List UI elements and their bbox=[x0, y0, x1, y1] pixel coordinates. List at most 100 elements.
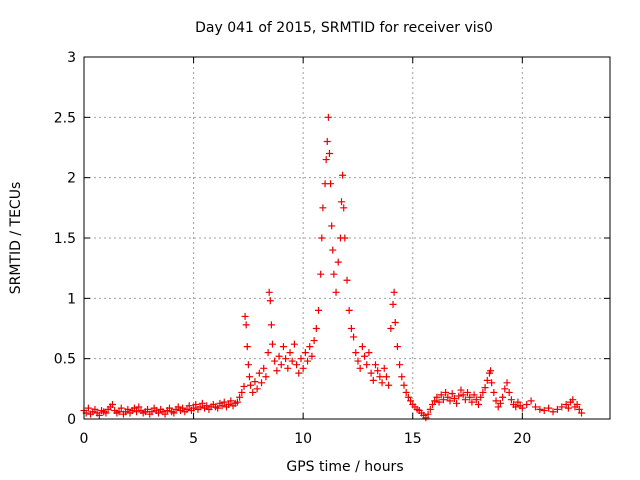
data-point bbox=[324, 113, 332, 121]
data-point bbox=[323, 137, 331, 145]
data-point bbox=[354, 357, 362, 365]
data-point bbox=[310, 337, 318, 345]
axes: 0 0.5 1 1.5 2 2.5 3 0 5 10 15 20 bbox=[54, 50, 610, 447]
data-point bbox=[540, 407, 548, 415]
data-point bbox=[251, 378, 259, 386]
data-point bbox=[396, 361, 404, 369]
y-tick-label: 1.5 bbox=[54, 231, 76, 247]
data-point bbox=[315, 306, 323, 314]
data-point bbox=[444, 393, 452, 401]
data-point bbox=[376, 373, 384, 381]
data-point bbox=[483, 376, 491, 384]
data-point bbox=[404, 393, 412, 401]
data-point bbox=[380, 364, 388, 372]
data-point bbox=[260, 364, 268, 372]
data-point bbox=[288, 357, 296, 365]
data-point bbox=[578, 409, 586, 417]
y-tick-label: 2.5 bbox=[54, 110, 76, 126]
data-point bbox=[91, 405, 99, 413]
x-tick-label: 0 bbox=[80, 431, 89, 447]
data-point bbox=[343, 276, 351, 284]
data-point bbox=[265, 288, 273, 296]
data-point bbox=[179, 404, 187, 412]
data-point bbox=[442, 388, 450, 396]
data-point bbox=[363, 361, 371, 369]
data-point bbox=[564, 404, 572, 412]
data-point bbox=[144, 405, 152, 413]
data-point bbox=[475, 401, 482, 409]
data-point bbox=[407, 397, 415, 405]
data-point bbox=[391, 318, 399, 326]
data-point bbox=[378, 379, 386, 387]
data-point bbox=[350, 333, 358, 341]
data-point bbox=[183, 405, 191, 413]
data-point bbox=[322, 156, 330, 164]
data-point bbox=[133, 408, 141, 416]
data-point bbox=[361, 352, 369, 360]
data-point bbox=[249, 388, 257, 396]
data-point bbox=[279, 343, 287, 351]
data-point bbox=[124, 405, 132, 413]
data-point bbox=[424, 410, 432, 418]
data-point bbox=[293, 361, 301, 369]
data-point bbox=[306, 343, 314, 351]
data-point bbox=[448, 390, 456, 398]
data-point bbox=[238, 388, 246, 396]
data-point bbox=[245, 373, 253, 381]
data-point bbox=[562, 401, 570, 409]
data-point bbox=[185, 402, 193, 410]
data-point bbox=[155, 409, 163, 417]
data-point bbox=[435, 398, 443, 406]
data-point bbox=[439, 396, 447, 404]
data-point bbox=[334, 258, 342, 266]
data-point bbox=[282, 355, 290, 363]
data-point bbox=[220, 398, 228, 406]
data-point bbox=[569, 396, 577, 404]
data-point bbox=[135, 403, 143, 411]
data-point bbox=[117, 404, 125, 412]
data-point bbox=[330, 270, 338, 278]
data-point bbox=[536, 405, 544, 413]
data-point bbox=[400, 381, 408, 389]
data-point bbox=[247, 381, 255, 389]
data-point bbox=[390, 288, 398, 296]
data-point bbox=[433, 393, 441, 401]
data-point bbox=[286, 349, 294, 357]
data-point bbox=[365, 349, 373, 357]
data-point bbox=[242, 321, 250, 329]
data-point bbox=[190, 404, 198, 412]
data-point bbox=[290, 340, 298, 348]
data-point bbox=[340, 204, 348, 212]
data-point bbox=[356, 364, 364, 372]
data-point bbox=[470, 391, 478, 399]
data-point bbox=[329, 246, 337, 254]
data-point bbox=[575, 405, 583, 413]
data-point bbox=[371, 361, 379, 369]
data-point bbox=[297, 355, 305, 363]
data-points bbox=[80, 113, 586, 422]
data-point bbox=[422, 414, 430, 422]
data-point bbox=[319, 204, 327, 212]
data-point bbox=[345, 306, 353, 314]
data-point bbox=[240, 382, 248, 390]
data-point bbox=[488, 379, 496, 387]
data-point bbox=[233, 398, 241, 406]
data-point bbox=[203, 402, 211, 410]
data-point bbox=[258, 379, 266, 387]
data-point bbox=[499, 393, 507, 401]
data-point bbox=[325, 150, 333, 158]
data-point bbox=[243, 343, 251, 351]
data-point bbox=[507, 396, 515, 404]
data-point bbox=[490, 388, 498, 396]
data-point bbox=[487, 367, 495, 375]
data-point bbox=[514, 398, 522, 406]
x-tick-label: 10 bbox=[294, 431, 312, 447]
data-point bbox=[402, 388, 410, 396]
data-point bbox=[196, 403, 204, 411]
data-point bbox=[461, 396, 469, 404]
data-point bbox=[312, 325, 320, 332]
x-tick-label: 20 bbox=[513, 431, 531, 447]
data-point bbox=[318, 234, 326, 242]
data-point bbox=[464, 388, 472, 396]
data-point bbox=[501, 385, 509, 393]
